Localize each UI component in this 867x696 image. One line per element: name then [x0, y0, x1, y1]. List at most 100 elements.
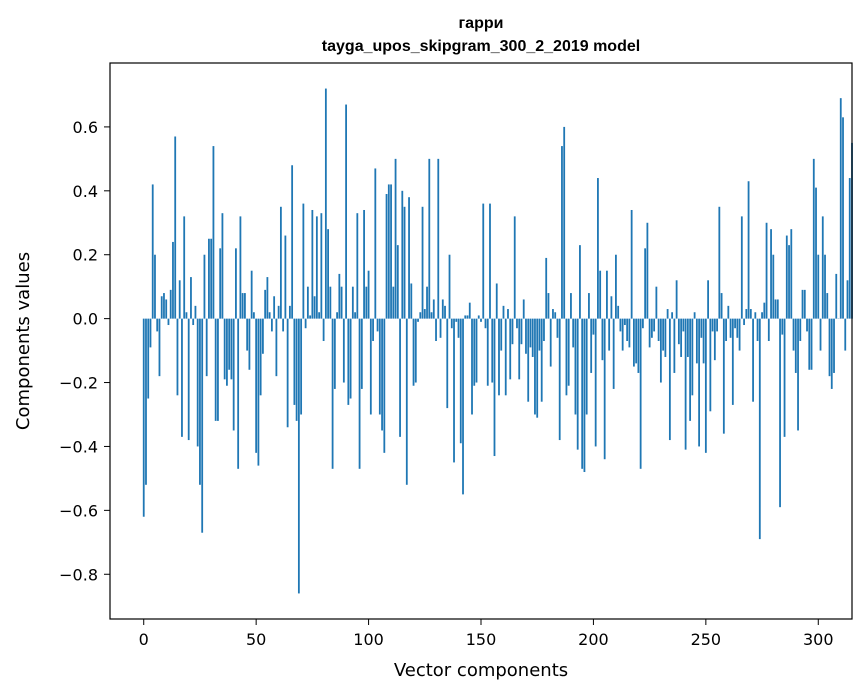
bar-component-84: [331, 318, 334, 469]
bar-component-305: [828, 318, 831, 377]
bar-component-249: [702, 318, 705, 364]
bar-component-69: [297, 318, 300, 594]
bar-component-252: [709, 318, 712, 412]
bar-component-186: [561, 146, 563, 319]
bar-component-192: [574, 318, 577, 415]
bar-component-34: [219, 248, 222, 319]
bar-component-272: [754, 312, 757, 319]
bar-component-50: [255, 318, 258, 453]
bar-component-107: [383, 318, 386, 453]
bar-component-80: [322, 318, 325, 341]
bar-component-67: [293, 318, 296, 405]
bar-component-47: [248, 318, 251, 370]
bar-component-178: [543, 318, 545, 341]
bar-component-128: [430, 312, 433, 319]
bar-component-265: [738, 318, 741, 351]
bar-component-36: [223, 318, 226, 380]
x-tick-label: 0: [139, 630, 149, 649]
bar-component-70: [300, 318, 303, 415]
bar-component-285: [783, 318, 786, 437]
bar-component-24: [196, 318, 199, 447]
bar-component-21: [190, 277, 192, 319]
chart-subtitle: tayga_upos_skipgram_300_2_2019 model: [322, 38, 640, 55]
bar-component-303: [824, 254, 826, 319]
bar-component-92: [349, 318, 352, 399]
bar-component-86: [336, 312, 338, 319]
bar-component-289: [792, 318, 795, 351]
bar-component-171: [527, 318, 530, 402]
bar-component-245: [693, 312, 696, 319]
bar-component-117: [405, 318, 408, 485]
bar-component-240: [682, 318, 685, 332]
y-tick-label: −0.6: [59, 501, 98, 520]
bar-component-174: [534, 318, 536, 415]
bar-component-228: [655, 286, 658, 319]
bar-component-59: [275, 318, 278, 377]
bar-component-93: [351, 286, 354, 319]
bar-component-304: [826, 293, 829, 319]
bar-component-72: [304, 318, 307, 329]
bar-component-216: [628, 318, 631, 348]
bar-component-156: [493, 318, 496, 457]
bar-component-41: [235, 248, 237, 319]
bar-component-20: [187, 318, 190, 441]
bar-component-51: [257, 318, 260, 466]
x-axis-label: Vector components: [394, 660, 568, 681]
bar-component-255: [716, 318, 718, 332]
bar-component-172: [529, 318, 532, 348]
bar-component-279: [770, 229, 772, 319]
bar-component-257: [720, 293, 723, 319]
x-tick-label: 50: [246, 630, 266, 649]
bar-component-15: [176, 318, 179, 396]
x-tick-label: 200: [578, 630, 609, 649]
bar-component-296: [808, 318, 811, 370]
bar-component-200: [592, 318, 595, 335]
y-tick-label: 0.2: [73, 246, 98, 265]
bar-component-129: [432, 299, 435, 319]
bar-component-295: [806, 318, 808, 332]
bar-component-203: [599, 270, 602, 319]
bar-component-230: [659, 318, 662, 383]
bar-component-175: [536, 318, 539, 418]
bar-component-120: [412, 318, 415, 386]
bar-component-99: [365, 286, 368, 319]
bar-component-260: [727, 305, 730, 319]
bar-component-22: [192, 318, 195, 326]
bar-component-189: [567, 318, 570, 386]
bar-component-188: [565, 318, 568, 396]
bar-component-102: [372, 318, 374, 341]
bar-component-146: [471, 318, 473, 415]
bar-component-23: [194, 305, 197, 319]
bar-component-154: [489, 203, 491, 319]
bar-component-160: [502, 305, 505, 319]
bar-component-135: [446, 318, 449, 409]
bar-component-221: [639, 318, 642, 469]
bar-component-290: [794, 318, 797, 373]
bar-component-207: [608, 318, 611, 351]
bar-component-277: [765, 222, 768, 319]
bar-component-306: [830, 318, 833, 389]
bar-component-204: [601, 318, 604, 361]
bar-component-193: [576, 318, 579, 450]
bar-component-150: [480, 318, 482, 322]
bar-component-42: [237, 318, 240, 469]
bar-component-149: [477, 315, 480, 319]
bar-component-87: [338, 273, 341, 319]
bar-component-94: [354, 312, 356, 319]
bar-component-152: [484, 318, 487, 329]
bar-component-201: [594, 318, 597, 447]
bar-component-98: [363, 209, 365, 319]
bar-component-253: [711, 318, 714, 332]
bar-component-225: [648, 318, 651, 348]
bar-component-269: [747, 181, 750, 319]
bar-component-237: [675, 280, 678, 319]
bar-component-214: [624, 318, 626, 326]
bar-component-112: [394, 158, 397, 319]
bar-component-75: [311, 209, 314, 319]
bar-component-227: [653, 318, 656, 332]
y-tick-label: 0.6: [73, 118, 98, 137]
bar-component-266: [740, 216, 743, 319]
bar-component-127: [428, 158, 431, 319]
bar-component-307: [833, 318, 835, 373]
bar-component-96: [358, 318, 361, 469]
